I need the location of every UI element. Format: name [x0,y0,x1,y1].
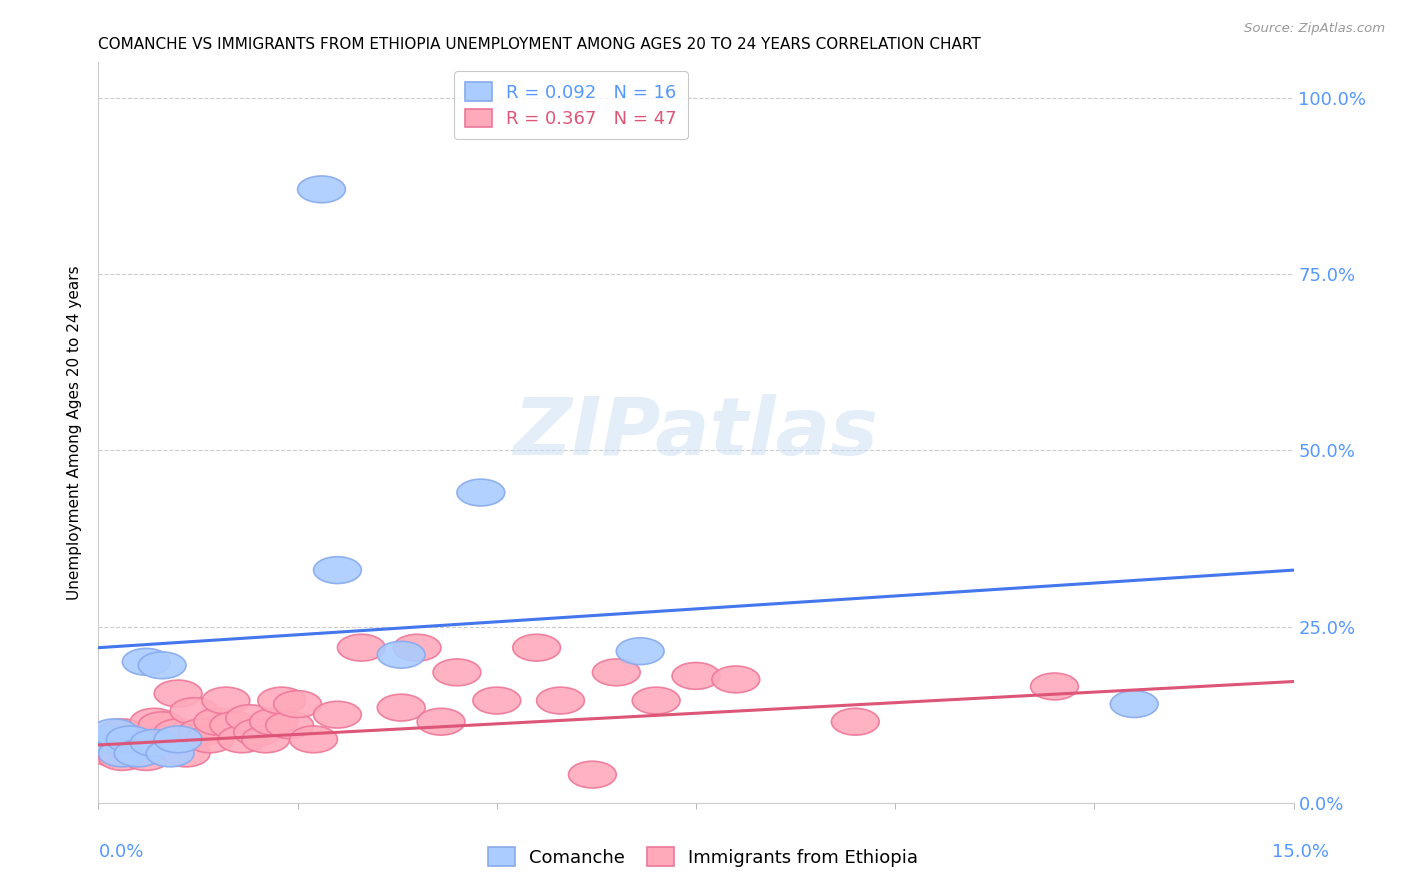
Legend: R = 0.092   N = 16, R = 0.367   N = 47: R = 0.092 N = 16, R = 0.367 N = 47 [454,71,688,139]
Text: 0.0%: 0.0% [98,843,143,861]
Text: COMANCHE VS IMMIGRANTS FROM ETHIOPIA UNEMPLOYMENT AMONG AGES 20 TO 24 YEARS CORR: COMANCHE VS IMMIGRANTS FROM ETHIOPIA UNE… [98,37,981,52]
Text: Source: ZipAtlas.com: Source: ZipAtlas.com [1244,22,1385,36]
Y-axis label: Unemployment Among Ages 20 to 24 years: Unemployment Among Ages 20 to 24 years [67,265,83,600]
Text: 15.0%: 15.0% [1271,843,1329,861]
Legend: Comanche, Immigrants from Ethiopia: Comanche, Immigrants from Ethiopia [481,840,925,874]
Text: ZIPatlas: ZIPatlas [513,393,879,472]
